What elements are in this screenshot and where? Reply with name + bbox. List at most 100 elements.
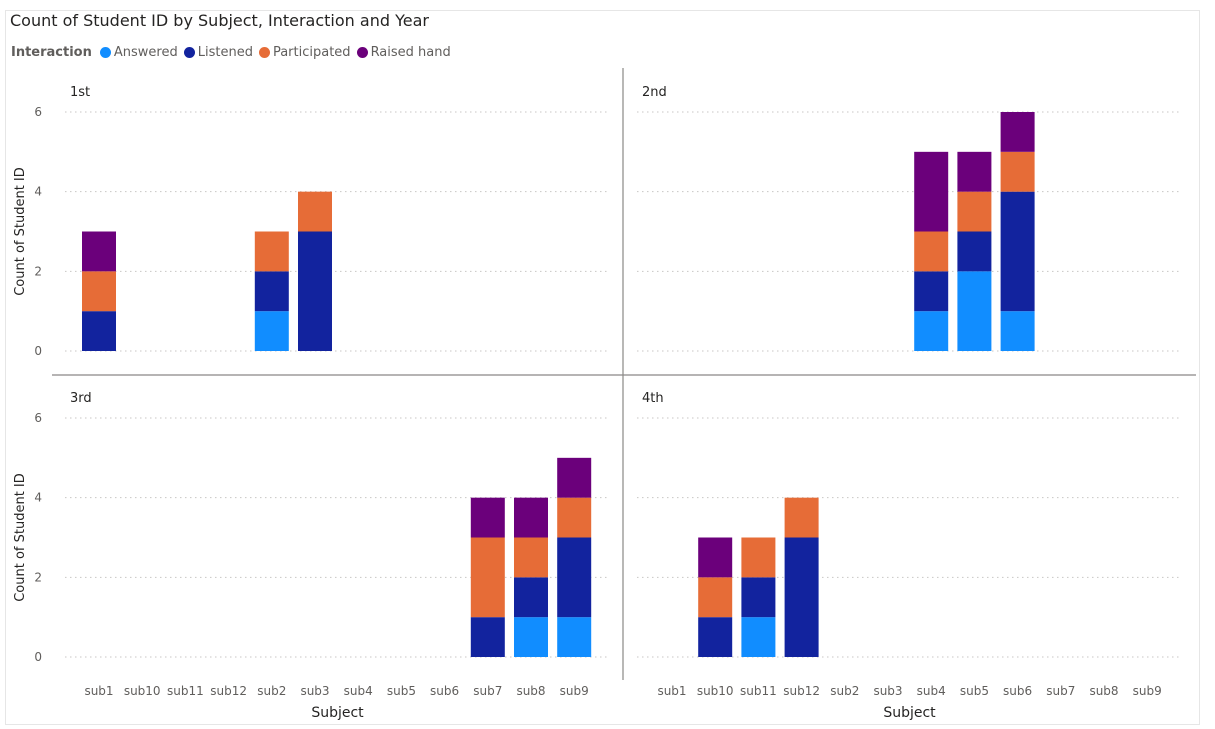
- panel-1st: 1st 0 2 4 6: [34, 85, 610, 358]
- x-tick-label: sub6: [430, 684, 459, 698]
- visual-frame: [5, 10, 1200, 725]
- bar-segment-sub12-participated: [784, 497, 819, 538]
- x-tick-label: sub5: [387, 684, 416, 698]
- x-tick-label: sub10: [124, 684, 161, 698]
- legend-swatch-answered: [99, 47, 111, 58]
- bar-segment-sub6-raised-hand: [1000, 112, 1035, 152]
- bar-segment-sub10-raised-hand: [698, 537, 733, 578]
- bar-segment-sub8-participated: [514, 537, 548, 578]
- y-tick-label: 6: [34, 411, 42, 425]
- x-tick-label: sub11: [740, 684, 777, 698]
- bar-segment-sub9-answered: [557, 617, 592, 657]
- legend-label-participated: Participated: [272, 45, 351, 60]
- legend-label-answered: Answered: [113, 45, 178, 60]
- legend-item-participated[interactable]: Participated: [258, 45, 351, 60]
- bar-segment-sub1-raised-hand: [82, 231, 116, 272]
- bar-segment-sub9-listened: [557, 537, 592, 618]
- x-tick-label: sub8: [1089, 684, 1118, 698]
- legend-swatch-participated: [258, 47, 270, 58]
- x-tick-label: sub3: [300, 684, 329, 698]
- panel-title-1st: 1st: [70, 85, 90, 100]
- bar-segment-sub8-answered: [514, 617, 548, 657]
- legend-item-listened[interactable]: Listened: [183, 45, 253, 60]
- panel-title-4th: 4th: [642, 391, 664, 406]
- legend-swatch-raised-hand: [356, 47, 368, 58]
- x-tick-label: sub9: [560, 684, 589, 698]
- y-tick-label: 0: [34, 650, 42, 664]
- x-tick-label: sub8: [516, 684, 545, 698]
- bar-segment-sub6-participated: [1000, 151, 1035, 192]
- x-tick-label: sub7: [473, 684, 502, 698]
- legend-label-listened: Listened: [197, 45, 253, 60]
- x-tick-label: sub10: [697, 684, 734, 698]
- legend-title: Interaction: [11, 45, 92, 60]
- legend[interactable]: Interaction Answered Listened Participat…: [11, 45, 457, 60]
- bar-segment-sub6-listened: [1000, 191, 1035, 312]
- y-tick-label: 0: [34, 344, 42, 358]
- panel-2nd: 2nd: [637, 85, 1182, 352]
- bar-segment-sub5-participated: [957, 191, 992, 232]
- bar-segment-sub10-listened: [698, 617, 733, 657]
- y-tick-label: 4: [34, 185, 42, 199]
- bar-segment-sub1-participated: [82, 271, 116, 312]
- panel-4th: 4th sub1 sub10 sub11 sub12 sub2 sub3 sub4 sub5 su…: [637, 391, 1182, 698]
- x-tick-label: sub9: [1133, 684, 1162, 698]
- bar-segment-sub4-raised-hand: [914, 151, 949, 232]
- y-axis-title: Count of Student ID: [13, 473, 28, 602]
- bar-segment-sub5-raised-hand: [957, 151, 992, 192]
- legend-item-raised-hand[interactable]: Raised hand: [356, 45, 451, 60]
- y-tick-label: 2: [34, 570, 42, 584]
- bar-segment-sub11-participated: [741, 537, 776, 578]
- chart-title: Count of Student ID by Subject, Interact…: [10, 11, 429, 30]
- x-tick-label: sub3: [873, 684, 902, 698]
- x-tick-label: sub11: [167, 684, 204, 698]
- bar-segment-sub3-listened: [298, 231, 332, 351]
- x-tick-label: sub4: [344, 684, 373, 698]
- bar-segment-sub9-participated: [557, 497, 592, 538]
- bar-segment-sub6-answered: [1000, 311, 1035, 351]
- x-axis-title: Subject: [883, 705, 936, 721]
- bar-segment-sub1-listened: [82, 311, 116, 351]
- panel-title-2nd: 2nd: [642, 85, 667, 100]
- y-axis-title: Count of Student ID: [13, 167, 28, 296]
- bar-segment-sub12-listened: [784, 537, 819, 657]
- bar-segment-sub2-listened: [254, 271, 289, 312]
- bar-segment-sub3-participated: [298, 191, 332, 232]
- x-tick-label: sub1: [84, 684, 113, 698]
- legend-label-raised-hand: Raised hand: [370, 45, 451, 60]
- legend-item-answered[interactable]: Answered: [99, 45, 178, 60]
- bar-segment-sub9-raised-hand: [557, 457, 592, 498]
- x-tick-label: sub12: [210, 684, 247, 698]
- bar-segment-sub8-raised-hand: [514, 497, 548, 538]
- bar-segment-sub4-answered: [914, 311, 949, 351]
- y-tick-label: 6: [34, 105, 42, 119]
- x-tick-label: sub4: [917, 684, 946, 698]
- panel-title-3rd: 3rd: [70, 391, 92, 406]
- bar-segment-sub11-listened: [741, 577, 776, 618]
- x-axis-title: Subject: [311, 705, 364, 721]
- bar-segment-sub4-participated: [914, 231, 949, 272]
- x-tick-label: sub12: [783, 684, 820, 698]
- panel-3rd: 3rd 0 2 4 6 sub1 sub10 sub11 sub12 sub2 sub3 sub4 su…: [34, 391, 610, 698]
- legend-swatch-listened: [183, 47, 195, 58]
- x-tick-label: sub1: [657, 684, 686, 698]
- bar-segment-sub5-listened: [957, 231, 992, 272]
- bar-segment-sub7-listened: [470, 617, 505, 657]
- bar-segment-sub5-answered: [957, 271, 992, 351]
- bar-segment-sub8-listened: [514, 577, 548, 618]
- x-tick-label: sub6: [1003, 684, 1032, 698]
- bar-segment-sub11-answered: [741, 617, 776, 657]
- x-tick-label: sub2: [257, 684, 286, 698]
- x-tick-label: sub7: [1046, 684, 1075, 698]
- bar-segment-sub2-participated: [254, 231, 289, 272]
- bar-segment-sub7-raised-hand: [470, 497, 505, 538]
- bar-segment-sub2-answered: [254, 311, 289, 351]
- y-tick-label: 4: [34, 491, 42, 505]
- y-tick-label: 2: [34, 264, 42, 278]
- x-tick-label: sub5: [960, 684, 989, 698]
- bar-segment-sub4-listened: [914, 271, 949, 312]
- bar-segment-sub10-participated: [698, 577, 733, 618]
- x-tick-label: sub2: [830, 684, 859, 698]
- bar-segment-sub7-participated: [470, 537, 505, 618]
